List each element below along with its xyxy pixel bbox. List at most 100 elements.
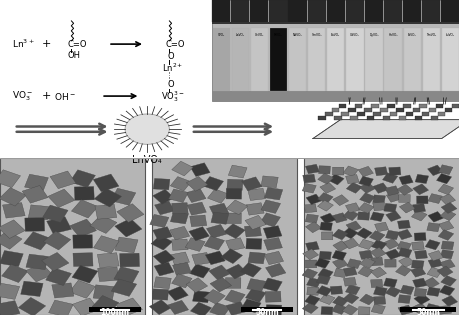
Bar [18,297,45,315]
Bar [151,235,172,250]
Bar [89,307,141,312]
Bar [414,116,421,120]
Text: 50nm: 50nm [254,308,278,315]
Bar [269,28,286,91]
Bar [412,184,428,195]
Bar [320,306,332,315]
Text: +: + [41,39,50,49]
Bar [412,278,426,288]
Text: SmVO₄: SmVO₄ [311,33,321,37]
Bar [350,116,357,120]
Bar [0,158,145,315]
Bar [2,203,25,218]
Bar [383,0,401,22]
Bar [24,174,48,191]
Bar [410,260,423,269]
Bar [208,265,230,280]
Text: LnVO₄: LnVO₄ [132,155,162,165]
Bar [326,0,344,22]
Bar [421,0,439,22]
Text: 100nm: 100nm [101,308,129,315]
Bar [333,268,347,278]
Bar [92,295,118,314]
Bar [359,294,375,305]
Bar [345,203,359,213]
Bar [438,221,453,231]
Bar [372,183,387,193]
Bar [94,188,121,207]
Bar [226,302,246,315]
Bar [70,219,96,237]
Bar [413,294,429,305]
Bar [358,250,372,260]
Text: 50nm: 50nm [415,308,439,315]
Bar [245,215,265,230]
Bar [212,0,230,22]
Bar [97,267,118,282]
Bar [414,174,428,184]
Bar [302,183,316,193]
Bar [42,252,69,271]
Bar [332,296,347,307]
Bar [345,0,363,22]
Bar [396,241,410,251]
Bar [359,257,375,268]
Bar [397,220,409,229]
Bar [331,250,346,260]
Bar [366,116,373,120]
Bar [383,278,396,287]
Bar [211,22,459,24]
Bar [93,174,118,192]
Bar [185,278,207,293]
Bar [172,262,191,275]
Bar [364,28,382,91]
Bar [189,264,210,278]
Bar [203,289,225,304]
Bar [73,235,92,248]
Bar [397,295,410,303]
Bar [245,288,265,302]
Bar [345,175,358,184]
Bar [332,241,348,251]
Bar [382,173,397,183]
Text: Ln$^{3+}$: Ln$^{3+}$ [11,38,34,50]
Bar [412,108,419,112]
Bar [437,230,453,240]
Bar [384,186,398,196]
Bar [264,187,282,200]
Bar [93,236,119,253]
Bar [385,230,398,240]
Bar [245,238,261,249]
Bar [397,256,414,267]
Bar [90,215,117,233]
Bar [114,266,139,284]
Text: O: O [167,80,174,89]
Bar [370,304,385,314]
Bar [373,296,385,305]
Bar [305,194,321,204]
Bar [395,265,410,276]
Bar [209,203,229,217]
Bar [370,279,382,288]
Bar [388,167,400,175]
Bar [305,222,321,233]
Bar [384,28,401,91]
Bar [288,28,306,91]
Bar [171,161,193,176]
Text: YVO₄: YVO₄ [217,33,224,37]
Bar [358,239,373,249]
Bar [319,183,335,193]
Bar [358,176,373,186]
Bar [440,203,456,213]
Bar [262,278,282,292]
Bar [45,268,71,285]
Bar [231,28,248,91]
Bar [342,210,358,220]
Bar [424,240,439,250]
Bar [317,173,333,184]
Bar [405,112,412,116]
Bar [397,248,411,258]
Text: DyVO₄: DyVO₄ [369,33,378,37]
Bar [426,165,442,176]
Bar [263,226,281,238]
